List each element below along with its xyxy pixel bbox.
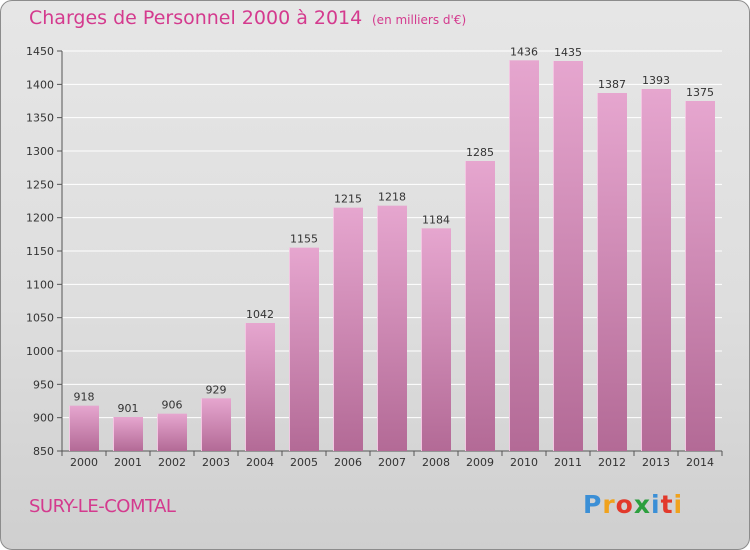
data-label: 1375 [686,86,714,99]
proxiti-logo: Proxiti [583,490,683,519]
x-tick-label: 2003 [202,456,230,469]
x-tick-label: 2013 [642,456,670,469]
logo-letter: r [602,490,616,519]
data-label: 918 [74,391,95,404]
logo-letter: i [673,490,684,519]
x-tick-label: 2012 [598,456,626,469]
commune-name: SURY-LE-COMTAL [29,496,176,517]
x-tick-label: 2002 [158,456,186,469]
y-tick-label: 1050 [26,312,54,325]
bar [509,60,539,451]
bar [377,205,407,451]
bar [465,161,495,451]
y-tick-label: 850 [33,445,54,458]
y-tick-label: 1250 [26,178,54,191]
bar [553,61,583,451]
x-tick-label: 2009 [466,456,494,469]
y-tick-label: 950 [33,378,54,391]
logo-letter: o [615,490,634,519]
data-label: 1435 [554,46,582,59]
bar [113,417,143,451]
data-label: 1436 [510,45,538,58]
data-label: 1218 [378,191,406,204]
chart-subtitle: (en milliers d'€) [372,13,467,27]
bar-chart: 850 900 950 1000 1050 1100 1150 1200 1250 1300 135… [26,45,723,469]
y-tick-label: 1200 [26,212,54,225]
y-tick-label: 900 [33,412,54,425]
data-label: 1184 [422,213,450,226]
x-tick-label: 2014 [686,456,714,469]
x-tick-label: 2001 [114,456,142,469]
y-tick-label: 1300 [26,145,54,158]
x-tick-label: 2004 [246,456,274,469]
bar [69,405,99,451]
bar [245,323,275,451]
y-tick-label: 1150 [26,245,54,258]
y-tick-label: 1000 [26,345,54,358]
data-label: 1393 [642,74,670,87]
chart-title: Charges de Personnel 2000 à 2014 [29,7,363,29]
bar [289,247,319,451]
x-tick-label: 2005 [290,456,318,469]
y-tick-label: 1400 [26,78,54,91]
y-tick-label: 1100 [26,278,54,291]
bar [421,228,451,451]
bar [201,398,231,451]
bar [685,101,715,451]
data-label: 1285 [466,146,494,159]
x-tick-label: 2011 [554,456,582,469]
data-label: 1387 [598,78,626,91]
logo-letter: P [583,490,603,519]
data-label: 1215 [334,193,362,206]
y-tick-label: 1450 [26,45,54,58]
x-tick-label: 2010 [510,456,538,469]
bar [641,89,671,451]
bar [333,207,363,451]
x-tick-label: 2000 [70,456,98,469]
x-tick-label: 2006 [334,456,362,469]
logo-letter: x [633,490,651,519]
x-tick-label: 2008 [422,456,450,469]
data-label: 929 [206,383,227,396]
bar [597,93,627,451]
data-label: 906 [162,399,183,412]
data-label: 1042 [246,308,274,321]
y-tick-label: 1350 [26,112,54,125]
bar [157,413,187,451]
logo-letter: i [651,490,661,519]
data-label: 1155 [290,233,318,246]
x-tick-label: 2007 [378,456,406,469]
data-label: 901 [118,402,139,415]
logo-letter: t [660,490,674,519]
